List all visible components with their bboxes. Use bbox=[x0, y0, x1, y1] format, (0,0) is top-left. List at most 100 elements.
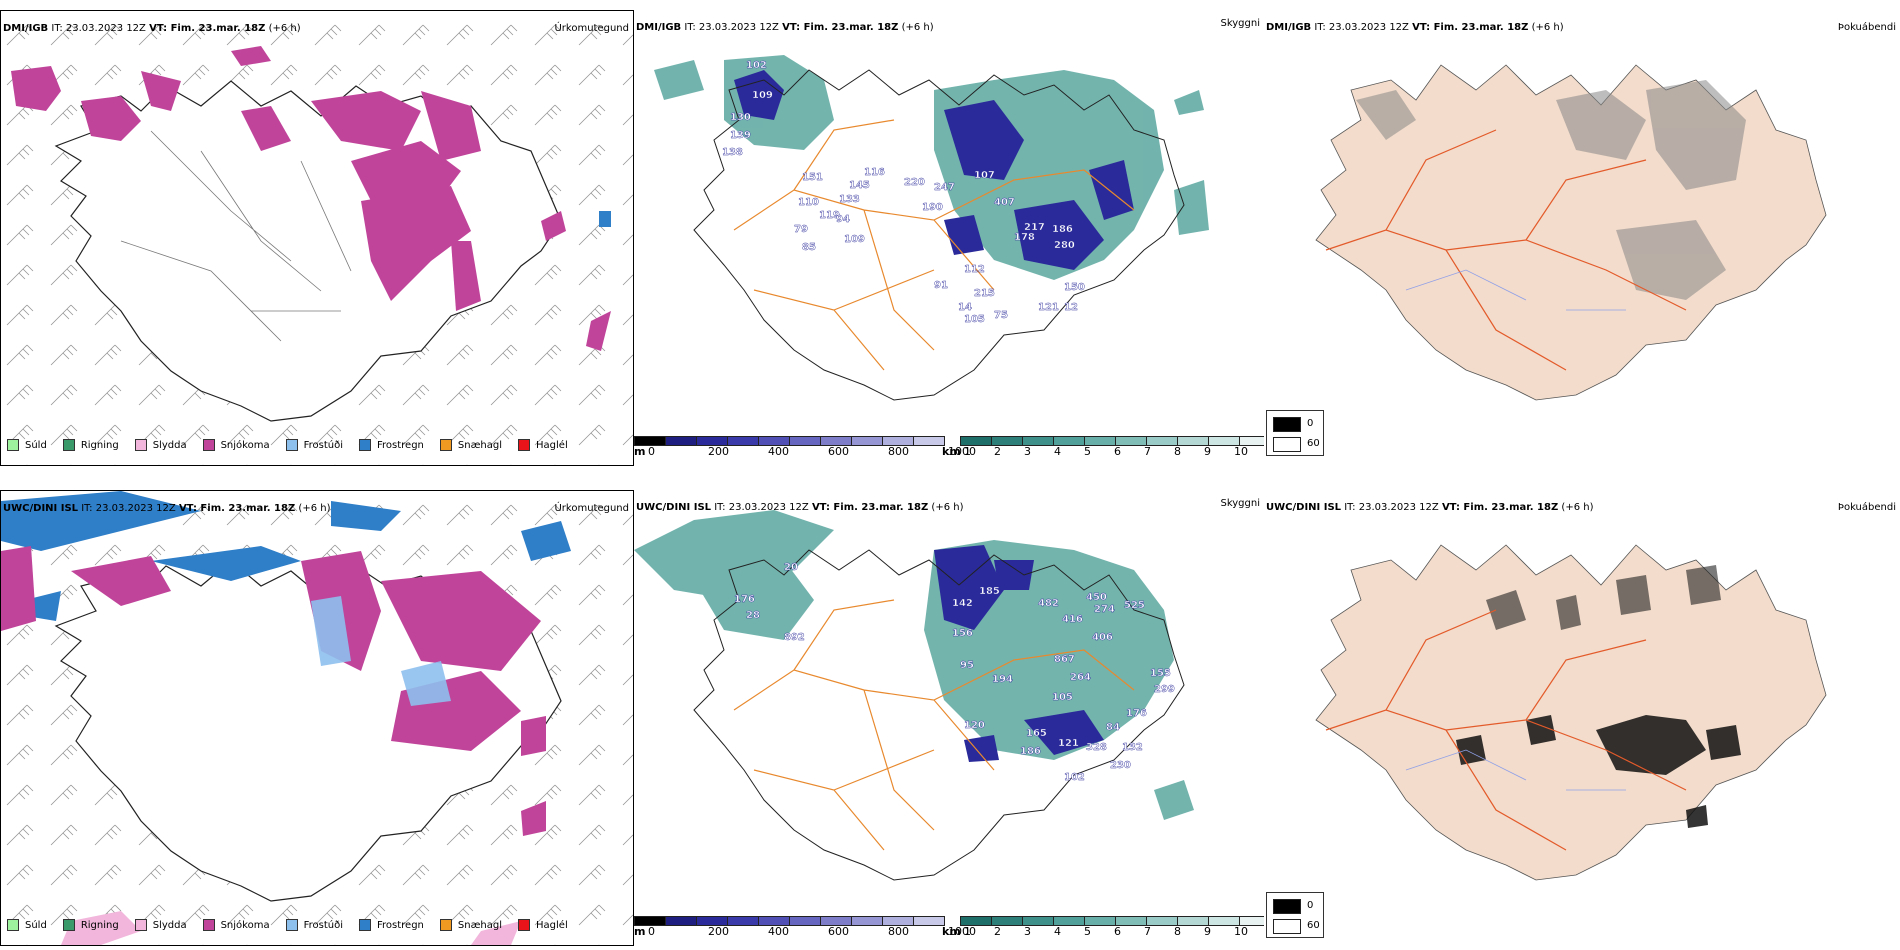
legend-item-frostregn: Frostregn bbox=[359, 919, 424, 931]
visibility-map-top[interactable]: DMI/IGB IT: 23.03.2023 12Z VT: Fim. 23.m… bbox=[634, 10, 1264, 466]
colorbar-cell bbox=[992, 916, 1023, 926]
height-colorbar-top bbox=[634, 436, 945, 446]
legend-swatch bbox=[7, 919, 19, 931]
colorbar-cell bbox=[1054, 916, 1085, 926]
legend-item-snjokoma: Snjókoma bbox=[202, 439, 270, 451]
fog-legend-top: 0 60 bbox=[1266, 410, 1324, 456]
legend-swatch bbox=[62, 439, 75, 451]
fog-legend-swatch-60 bbox=[1273, 919, 1301, 934]
colorbar-tick: 8 bbox=[1174, 445, 1181, 458]
colorbar-cell bbox=[914, 436, 945, 446]
precip-type-map-bottom[interactable]: UWC/DINI ISL IT: 23.03.2023 12Z VT: Fim.… bbox=[0, 490, 634, 946]
colorbar-tick: 4 bbox=[1054, 925, 1061, 938]
colorbar-cell bbox=[852, 436, 883, 446]
colorbar-tick: 9 bbox=[1204, 925, 1211, 938]
colorbar-cell bbox=[1023, 916, 1054, 926]
colorbar-cell bbox=[883, 916, 914, 926]
colorbar-cell bbox=[852, 916, 883, 926]
colorbar-tick: 6 bbox=[1114, 925, 1121, 938]
height-colorbar-bottom bbox=[634, 916, 945, 926]
lead-time: (+6 h) bbox=[268, 23, 301, 34]
colorbar-cell bbox=[634, 916, 666, 926]
colorbar-cell bbox=[1147, 436, 1178, 446]
colorbar-cell bbox=[960, 436, 992, 446]
vis-colorbar-top bbox=[960, 436, 1264, 446]
colorbar-cell bbox=[992, 436, 1023, 446]
height-ticks-top: m 0 200 400 600 800 1000 bbox=[634, 445, 976, 459]
legend-swatch bbox=[285, 919, 298, 931]
colorbar-cell bbox=[1116, 916, 1147, 926]
product-title-vis: Skyggni bbox=[1220, 498, 1260, 509]
fog-index-map-bottom[interactable]: UWC/DINI ISL IT: 23.03.2023 12Z VT: Fim.… bbox=[1266, 490, 1900, 946]
colorbar-unit: km bbox=[942, 925, 961, 938]
colorbar-cell bbox=[666, 916, 697, 926]
legend-item-rigning: Rigning bbox=[62, 919, 119, 931]
run-info: IT: 23.03.2023 12Z bbox=[51, 23, 146, 34]
colorbar-tick: 1000 bbox=[948, 925, 976, 938]
legend-item-slydda: Slydda bbox=[134, 439, 187, 451]
colorbar-tick: 5 bbox=[1084, 925, 1091, 938]
legend-swatch bbox=[202, 439, 215, 451]
legend-item-snjokoma: Snjókoma bbox=[202, 919, 270, 931]
colorbar-cell bbox=[821, 436, 852, 446]
colorbar-tick: 0 bbox=[648, 445, 655, 458]
colorbar-tick: 1000 bbox=[948, 445, 976, 458]
colorbar-cell bbox=[1240, 436, 1264, 446]
colorbar-cell bbox=[1116, 436, 1147, 446]
colorbar-cell bbox=[1147, 916, 1178, 926]
legend-swatch bbox=[62, 919, 75, 931]
model-name: DMI/IGB bbox=[3, 23, 49, 34]
colorbar-cell bbox=[1054, 436, 1085, 446]
colorbar-unit: km bbox=[942, 445, 961, 458]
colorbar-cell bbox=[728, 436, 759, 446]
colorbar-tick: 800 bbox=[888, 445, 909, 458]
fog-map-graphic-bottom bbox=[1315, 544, 1827, 881]
vis-colorbar-bottom bbox=[960, 916, 1264, 926]
legend-item-slydda: Slydda bbox=[134, 919, 187, 931]
valid-time: VT: Fim. 23.mar. 18Z bbox=[149, 23, 266, 34]
colorbar-tick: 10 bbox=[1234, 445, 1248, 458]
legend-swatch bbox=[7, 439, 19, 451]
legend-item-snaehagl: Snæhagl bbox=[439, 439, 502, 451]
fog-index-map-top[interactable]: DMI/IGB IT: 23.03.2023 12Z VT: Fim. 23.m… bbox=[1266, 10, 1900, 466]
product-title-fog: Þokuábendi bbox=[1837, 502, 1896, 513]
colorbar-cell bbox=[1240, 916, 1264, 926]
precip-legend-bottom: Súld Rigning Slydda Snjókoma Frostúði Fr… bbox=[7, 919, 584, 931]
colorbar-tick: 4 bbox=[1054, 445, 1061, 458]
product-title: Úrkomutegund bbox=[554, 23, 629, 34]
legend-swatch bbox=[359, 919, 371, 931]
product-title-fog: Þokuábendi bbox=[1837, 22, 1896, 33]
colorbar-tick: 200 bbox=[708, 445, 729, 458]
legend-item-haglel: Haglél bbox=[518, 439, 568, 451]
product-title: Úrkomutegund bbox=[554, 503, 629, 514]
colorbar-tick: 8 bbox=[1174, 925, 1181, 938]
colorbar-cell bbox=[1178, 916, 1209, 926]
product-title-vis: Skyggni bbox=[1220, 18, 1260, 29]
legend-swatch bbox=[134, 919, 147, 931]
precip-type-map-top[interactable]: DMI/IGB IT: 23.03.2023 12Z VT: Fim. 23.m… bbox=[0, 10, 634, 466]
legend-swatch bbox=[359, 439, 371, 451]
colorbar-tick: 800 bbox=[888, 925, 909, 938]
colorbar-cell bbox=[960, 916, 992, 926]
colorbar-cell bbox=[1085, 436, 1116, 446]
colorbar-cell bbox=[697, 436, 728, 446]
colorbar-cell bbox=[759, 436, 790, 446]
panel-header-top-precip: DMI/IGB IT: 23.03.2023 12Z VT: Fim. 23.m… bbox=[3, 23, 301, 35]
colorbar-tick: 400 bbox=[768, 445, 789, 458]
legend-swatch bbox=[285, 439, 298, 451]
colorbar-cell bbox=[821, 916, 852, 926]
colorbar-tick: 7 bbox=[1144, 925, 1151, 938]
colorbar-tick: 2 bbox=[994, 445, 1001, 458]
visibility-map-bottom[interactable]: UWC/DINI ISL IT: 23.03.2023 12Z VT: Fim.… bbox=[634, 490, 1264, 946]
colorbar-cell bbox=[728, 916, 759, 926]
colorbar-tick: 200 bbox=[708, 925, 729, 938]
colorbar-tick: 600 bbox=[828, 445, 849, 458]
legend-swatch bbox=[134, 439, 147, 451]
colorbar-tick: 2 bbox=[994, 925, 1001, 938]
colorbar-cell bbox=[666, 436, 697, 446]
colorbar-cell bbox=[1209, 916, 1240, 926]
colorbar-cell bbox=[697, 916, 728, 926]
height-ticks-bottom: m 0 200 400 600 800 1000 bbox=[634, 925, 976, 939]
vis-ticks-bottom: km 1 2 3 4 5 6 7 8 9 10 bbox=[942, 925, 1262, 939]
panel-header-bottom-vis: UWC/DINI ISL IT: 23.03.2023 12Z VT: Fim.… bbox=[636, 502, 964, 513]
